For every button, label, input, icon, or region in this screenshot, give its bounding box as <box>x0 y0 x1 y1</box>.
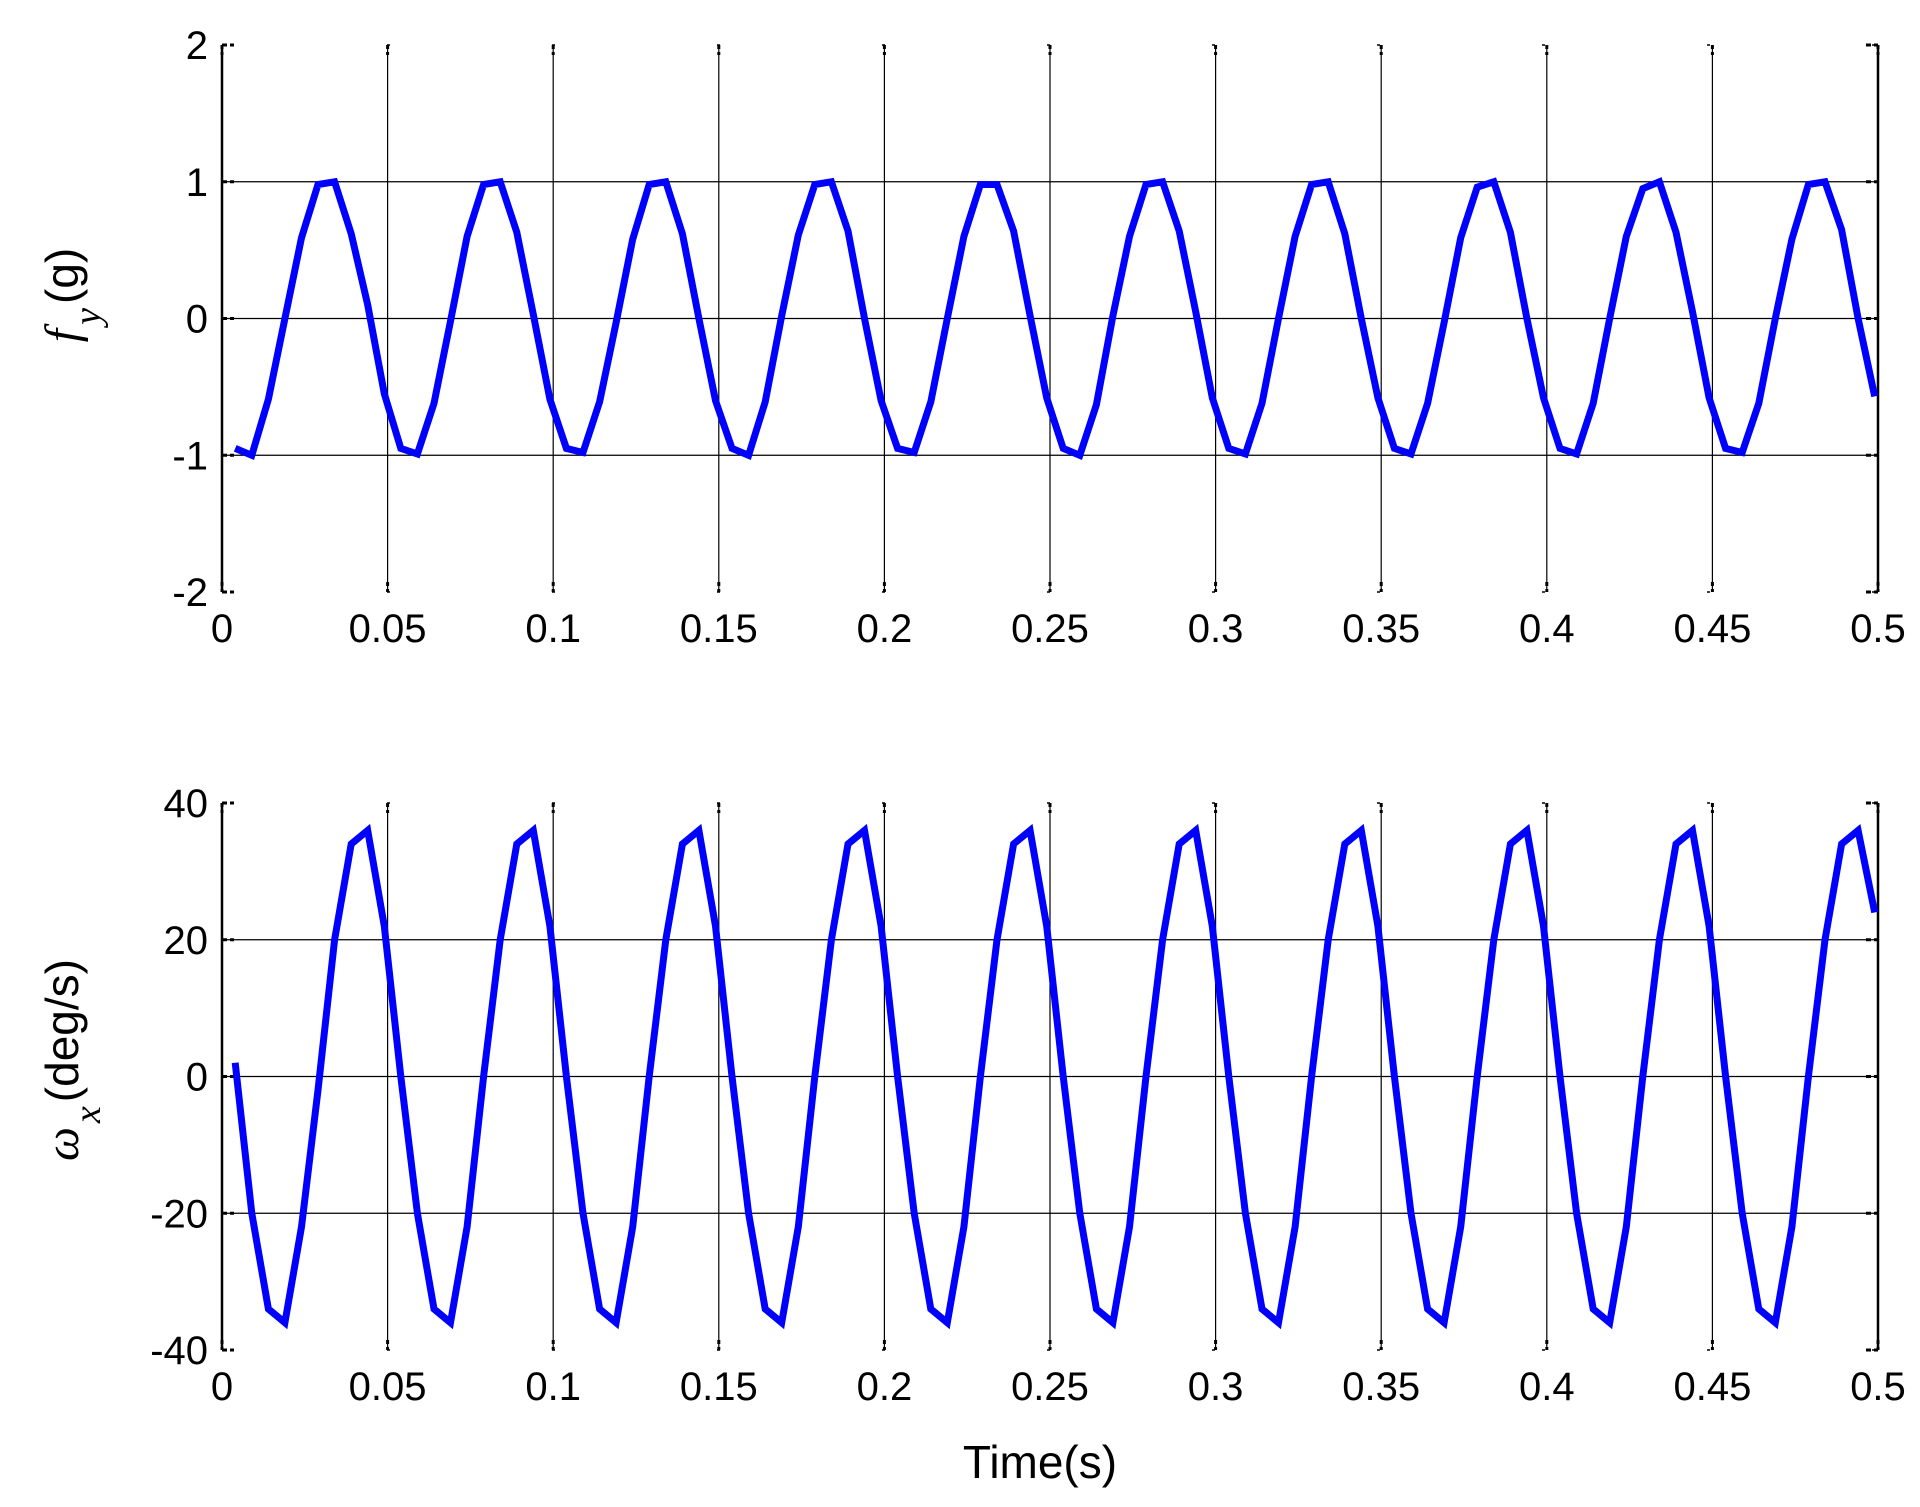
svg-text:ω x (deg/s): ω x (deg/s) <box>36 959 109 1161</box>
bottom-y-axis-label-unit: (deg/s) <box>36 959 88 1102</box>
top-y-tick-label: 0 <box>186 298 208 342</box>
top-y-tick-label: -2 <box>172 571 208 615</box>
top-y-axis-label-symbol: f <box>36 323 89 342</box>
bottom-x-tick-label: 0.2 <box>857 1365 913 1409</box>
bottom-x-tick-label: 0.35 <box>1342 1365 1420 1409</box>
bottom-y-tick-label: -40 <box>150 1329 208 1373</box>
svg-text:f y (g): f y (g) <box>36 248 109 342</box>
top-y-tick-label: 1 <box>186 161 208 205</box>
bottom-x-tick-label: 0.25 <box>1011 1365 1089 1409</box>
top-x-tick-label: 0.4 <box>1519 607 1575 651</box>
top-x-tick-label: 0.2 <box>857 607 913 651</box>
bottom-y-tick-label: 0 <box>186 1056 208 1100</box>
bottom-y-axis-label-symbol: ω <box>36 1127 89 1161</box>
bottom-x-tick-label: 0.5 <box>1850 1365 1906 1409</box>
bottom-x-tick-label: 0.45 <box>1673 1365 1751 1409</box>
bottom-x-tick-label: 0 <box>211 1365 233 1409</box>
bottom-x-tick-label: 0.4 <box>1519 1365 1575 1409</box>
top-x-tick-label: 0 <box>211 607 233 651</box>
top-y-axis-label-unit: (g) <box>36 248 88 304</box>
top-x-tick-label: 0.5 <box>1850 607 1906 651</box>
top-grid <box>222 45 1878 592</box>
top-y-axis-label: f y (g) <box>36 248 109 342</box>
top-x-tick-label: 0.25 <box>1011 607 1089 651</box>
bottom-y-tick-label: 20 <box>164 919 209 963</box>
bottom-series-line <box>231 823 1879 1330</box>
top-y-tick-label: 2 <box>186 24 208 68</box>
top-x-tick-label: 0.15 <box>680 607 758 651</box>
top-chart-fy: 0 0.05 0.1 0.15 0.2 0.25 0.3 0.35 0.4 0.45 0.5 -2 -1… <box>36 24 1906 651</box>
top-axes-frame <box>220 43 1880 594</box>
bottom-axes-frame <box>220 801 1880 1352</box>
bottom-x-axis-label: Time(s) <box>963 1436 1117 1488</box>
top-series-line <box>233 177 1879 461</box>
top-x-tick-label: 0.35 <box>1342 607 1420 651</box>
bottom-x-tick-label: 0.05 <box>349 1365 427 1409</box>
top-x-tick-label: 0.3 <box>1188 607 1244 651</box>
bottom-x-tick-label: 0.15 <box>680 1365 758 1409</box>
bottom-y-tick-label: -20 <box>150 1192 208 1236</box>
bottom-x-tick-label: 0.3 <box>1188 1365 1244 1409</box>
top-y-axis-label-subscript: y <box>67 308 109 329</box>
bottom-x-tick-label: 0.1 <box>525 1365 581 1409</box>
top-x-tick-label: 0.45 <box>1673 607 1751 651</box>
bottom-y-tick-label: 40 <box>164 782 209 826</box>
bottom-y-axis-label: ω x (deg/s) <box>36 959 109 1161</box>
top-x-tick-label: 0.1 <box>525 607 581 651</box>
top-x-tick-label: 0.05 <box>349 607 427 651</box>
top-y-tick-label: -1 <box>172 434 208 478</box>
bottom-chart-omega-x: Time(s) 0 0.05 0.1 0.15 0.2 0.25 0.3 0.35 0.4 0.4… <box>36 782 1906 1488</box>
bottom-grid <box>222 803 1878 1350</box>
bottom-y-axis-label-subscript: x <box>67 1106 109 1124</box>
